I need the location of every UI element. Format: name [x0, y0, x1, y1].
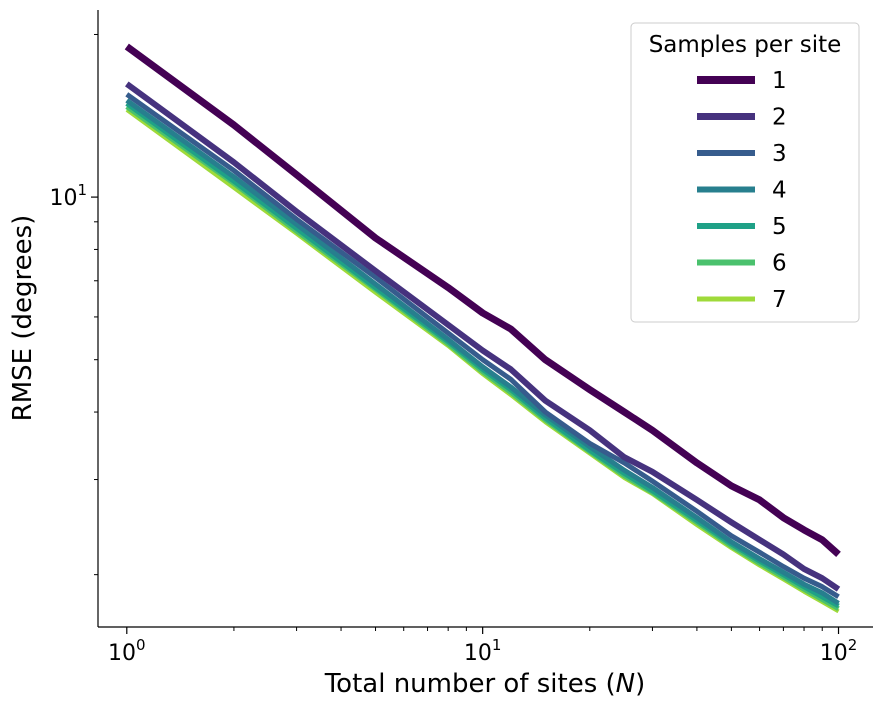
- legend-title: Samples per site: [649, 32, 842, 58]
- legend-label-6: 6: [772, 251, 787, 277]
- x-tick-label: 102: [820, 636, 858, 666]
- legend-label-4: 4: [772, 178, 787, 204]
- legend-items: 1 2 3 4 5 6 7: [697, 68, 787, 313]
- series-line-4: [125, 98, 840, 606]
- y-axis-title: RMSE (degrees): [8, 215, 38, 422]
- y-tick-label: 101: [49, 181, 87, 211]
- x-axis-ticks: 100 101 102: [108, 627, 857, 666]
- legend-label-7: 7: [772, 287, 787, 313]
- series-line-2: [125, 81, 841, 592]
- legend-box: [630, 22, 860, 323]
- legend-label-3: 3: [772, 141, 787, 167]
- series-line-1: [124, 43, 841, 558]
- series-line-3: [125, 92, 840, 599]
- legend-label-2: 2: [772, 105, 787, 131]
- x-tick-label: 101: [464, 636, 502, 666]
- legend: Samples per site 1 2 3 4 5 6 7: [630, 22, 860, 323]
- legend-label-1: 1: [772, 68, 787, 94]
- x-tick-label: 100: [108, 636, 146, 666]
- x-axis-title: Total number of sites (N): [324, 669, 646, 699]
- legend-label-5: 5: [772, 214, 787, 240]
- y-axis-ticks: 101: [49, 33, 98, 576]
- series-lines: [124, 43, 841, 614]
